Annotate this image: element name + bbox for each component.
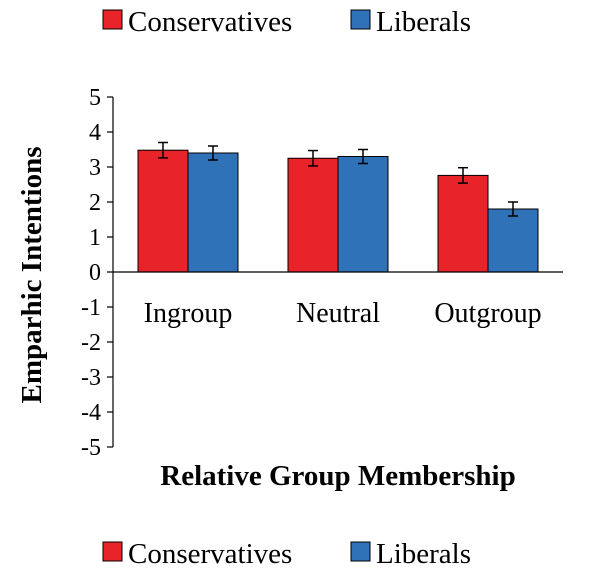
- legend-top: Conservatives Liberals: [102, 6, 471, 38]
- y-tick-label: 3: [89, 155, 101, 181]
- legend-label-conservatives: Conservatives: [128, 6, 292, 38]
- legend-label-liberals: Liberals: [376, 538, 471, 570]
- category-label-outgroup: Outgroup: [434, 298, 541, 329]
- y-tick-label: -4: [81, 400, 101, 426]
- legend-bottom: Conservatives Liberals: [102, 538, 471, 570]
- x-axis-title: Relative Group Membership: [160, 460, 516, 492]
- y-tick-label: 5: [89, 85, 101, 111]
- category-label-ingroup: Ingroup: [144, 298, 233, 329]
- y-tick-label: 4: [89, 120, 101, 146]
- legend-swatch-conservatives: [102, 9, 123, 30]
- y-tick-label: -3: [81, 365, 101, 391]
- bar-liberals-ingroup: [187, 152, 239, 273]
- plot-area: 5 4 3 2 1 0 -1 -2 -3 -4 -5 Ingroup Neutral Outgroup: [81, 85, 563, 461]
- y-tick-label: -1: [81, 295, 101, 321]
- bar-conservatives-ingroup: [137, 149, 189, 273]
- bar-liberals-neutral: [337, 156, 389, 273]
- y-tick-label: 0: [89, 260, 101, 286]
- legend-swatch-conservatives: [102, 541, 123, 562]
- y-tick-label: 1: [89, 225, 101, 251]
- y-axis-title: Emparhic Intentions: [16, 146, 48, 403]
- legend-swatch-liberals: [350, 541, 371, 562]
- legend-label-conservatives: Conservatives: [128, 538, 292, 570]
- y-tick-label: 2: [89, 190, 101, 216]
- bar-conservatives-neutral: [287, 157, 339, 273]
- bar-conservatives-outgroup: [437, 174, 489, 273]
- category-label-neutral: Neutral: [296, 298, 380, 329]
- legend-swatch-liberals: [350, 9, 371, 30]
- y-tick-label: -5: [81, 435, 101, 461]
- bar-liberals-outgroup: [487, 208, 539, 273]
- legend-label-liberals: Liberals: [376, 6, 471, 38]
- y-tick-label: -2: [81, 330, 101, 356]
